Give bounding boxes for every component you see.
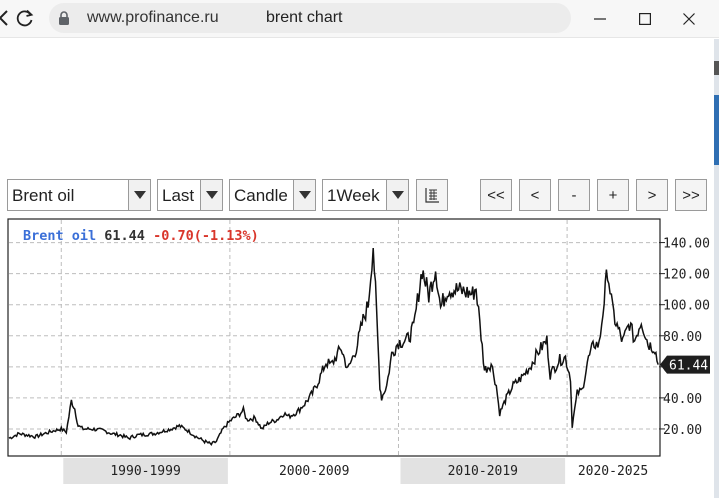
current-price-tag: 61.44	[660, 355, 710, 374]
scroll-back-button[interactable]: <	[519, 179, 551, 211]
price-type-value: Last	[162, 186, 195, 205]
series-line-brent-oil	[8, 247, 659, 446]
browser-titlebar: www.profinance.ru brent chart	[0, 0, 719, 38]
adjacent-window-strip	[714, 39, 719, 498]
url-text: www.profinance.ru	[87, 9, 219, 26]
x-period-label: 1990-1999	[110, 464, 180, 479]
lock-icon	[59, 11, 69, 25]
instrument-select[interactable]: Brent oil	[7, 179, 151, 211]
y-tick-label: 120.00	[663, 268, 710, 283]
search-query-text: brent chart	[266, 9, 343, 26]
period-value: 1Week	[327, 186, 380, 205]
zoom-out-button[interactable]: -	[558, 179, 590, 211]
dropdown-arrow-icon[interactable]	[200, 180, 222, 210]
back-arrow-icon[interactable]	[0, 8, 10, 28]
minimize-button[interactable]	[590, 9, 610, 29]
table-icon	[425, 188, 439, 203]
current-price-tag-text: 61.44	[669, 359, 708, 374]
y-tick-label: 40.00	[663, 392, 702, 407]
scroll-last-button[interactable]: >>	[675, 179, 707, 211]
price-chart[interactable]: 1990-1999 2000-2009 2010-2019 2020-2025 20.…	[7, 218, 710, 486]
table-view-button[interactable]	[416, 179, 448, 211]
legend-last-price: 61.44	[104, 228, 145, 244]
x-period-band	[400, 458, 566, 484]
reload-icon[interactable]	[15, 8, 35, 28]
legend-instrument-name: Brent oil	[23, 228, 97, 244]
x-period-label: 2010-2019	[448, 464, 518, 479]
dropdown-arrow-icon[interactable]	[128, 180, 150, 210]
current-price-tag-shape	[660, 355, 710, 374]
y-tick-label: 20.00	[663, 423, 702, 438]
strip-dark-block	[714, 61, 719, 75]
zoom-in-button[interactable]: +	[597, 179, 629, 211]
close-icon	[683, 13, 695, 25]
dropdown-arrow-icon[interactable]	[293, 180, 315, 210]
scroll-forward-button[interactable]: >	[636, 179, 668, 211]
maximize-button[interactable]	[635, 9, 655, 29]
chart-style-select[interactable]: Candle	[229, 179, 316, 211]
address-bar[interactable]: www.profinance.ru brent chart	[49, 3, 571, 33]
plot-area	[7, 218, 661, 457]
x-period-band	[63, 458, 228, 484]
legend-change: -0.70(-1.13%)	[153, 228, 259, 244]
maximize-icon	[639, 13, 651, 25]
y-tick-label: 80.00	[663, 330, 702, 345]
x-period-label: 2020-2025	[578, 464, 648, 479]
price-type-select[interactable]: Last	[157, 179, 223, 211]
dropdown-arrow-icon[interactable]	[386, 180, 408, 210]
strip-blue-block	[714, 95, 719, 165]
x-axis-period-bands: 1990-1999 2000-2009 2010-2019 2020-2025	[63, 458, 648, 484]
chart-style-value: Candle	[234, 186, 288, 205]
period-select[interactable]: 1Week	[322, 179, 409, 211]
y-tick-label: 100.00	[663, 299, 710, 314]
chart-legend: Brent oil 61.44 -0.70(-1.13%)	[23, 228, 259, 244]
grid-lines	[9, 220, 659, 456]
y-tick-label: 140.00	[663, 237, 710, 252]
x-period-label: 2000-2009	[279, 464, 349, 479]
instrument-select-value: Brent oil	[12, 186, 75, 205]
close-button[interactable]	[679, 9, 699, 29]
scroll-first-button[interactable]: <<	[480, 179, 512, 211]
minimize-icon	[594, 18, 606, 20]
